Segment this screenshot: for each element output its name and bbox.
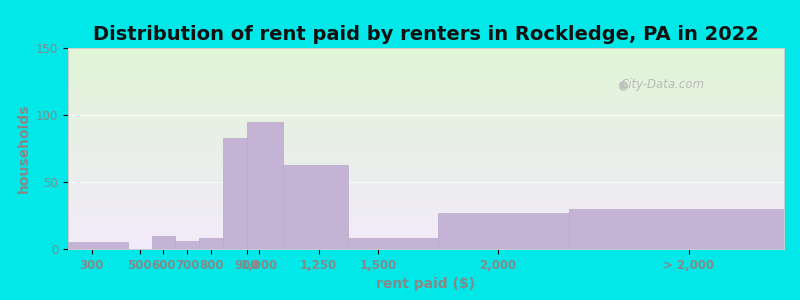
Text: City-Data.com: City-Data.com <box>620 78 704 91</box>
Bar <box>283 165 349 249</box>
Bar <box>247 122 283 249</box>
Text: ●: ● <box>618 78 628 91</box>
Bar <box>569 209 784 249</box>
Bar <box>438 213 570 249</box>
Bar <box>223 138 247 249</box>
Bar <box>68 242 128 249</box>
Bar <box>199 238 223 249</box>
Y-axis label: households: households <box>17 104 30 193</box>
Title: Distribution of rent paid by renters in Rockledge, PA in 2022: Distribution of rent paid by renters in … <box>93 25 759 44</box>
Bar <box>151 236 175 249</box>
Bar <box>175 241 199 249</box>
X-axis label: rent paid ($): rent paid ($) <box>377 277 475 291</box>
Bar <box>349 238 438 249</box>
